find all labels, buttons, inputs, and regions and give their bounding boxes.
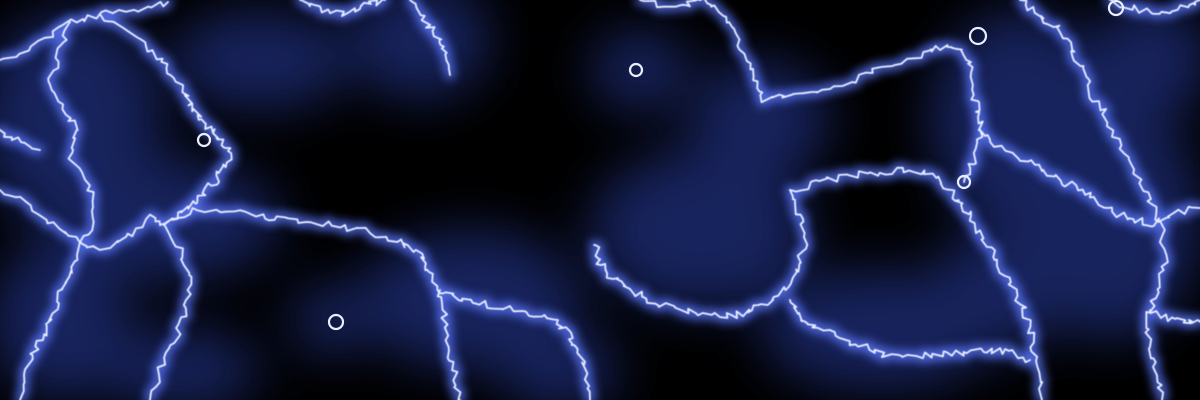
bolt-core-10 <box>699 0 984 132</box>
bolt-core-0 <box>0 0 169 61</box>
bolt-core-16 <box>789 299 1031 364</box>
bolt-core-4 <box>149 223 193 400</box>
bolt-core-11 <box>979 129 1200 228</box>
bolt-core-18 <box>0 129 41 151</box>
bolt-core-15 <box>593 189 809 319</box>
bolt-core-17 <box>1149 309 1200 325</box>
bolt-core-14 <box>789 166 1044 400</box>
bolt-core-9 <box>639 0 701 9</box>
bolt-core-12 <box>1019 0 1169 400</box>
bolt-core-7 <box>299 0 386 17</box>
bolt-core-8 <box>409 0 451 76</box>
bolt-core-2 <box>99 13 233 226</box>
bolt-core-19 <box>963 129 984 183</box>
bolt-core-3 <box>0 189 165 251</box>
bolt-core-6 <box>436 289 462 400</box>
plasma-knots <box>196 0 1125 331</box>
bolt-core-1 <box>19 21 95 400</box>
bolt-core-5 <box>163 207 591 400</box>
